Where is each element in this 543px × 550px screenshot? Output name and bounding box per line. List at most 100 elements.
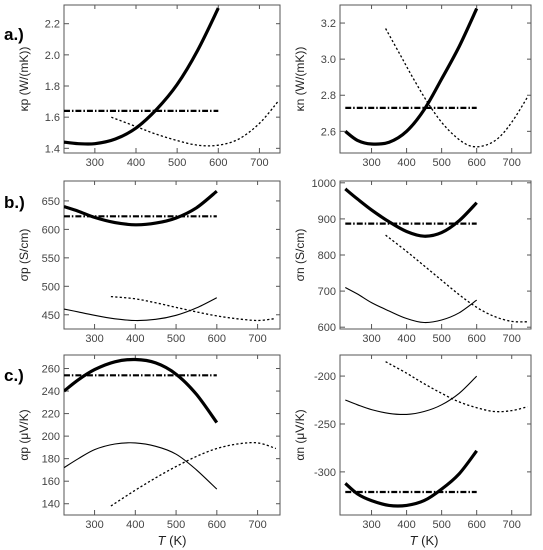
y-tick-label: 260 (42, 364, 60, 376)
plot-frame (63, 180, 281, 330)
y-tick-label: 600 (42, 224, 60, 236)
y-tick-label: 2.8 (321, 90, 336, 102)
y-tick-label: 2.2 (45, 19, 60, 31)
series-line-thin-dotted (385, 28, 529, 148)
y-axis-label: αn (μV/K) (293, 409, 307, 460)
y-tick-label: 600 (318, 322, 336, 334)
chart-kappa-n: 300 400 500 600 700 2.6 2.8 3.0 3.2 κn (W/(mK)) (293, 4, 532, 169)
series-line-thick (64, 357, 219, 424)
y-tick-label: 3.0 (321, 54, 336, 66)
series-line-thick (64, 7, 220, 146)
panel-label-b: b.) (4, 193, 25, 212)
svg-text:T (K): T (K) (410, 533, 439, 548)
y-tick-label: 2.6 (321, 126, 336, 138)
x-tick-label: 600 (467, 333, 485, 345)
y-tick-label: 2.0 (45, 50, 60, 62)
x-tick-label: 500 (432, 157, 450, 169)
x-tick-label: 500 (167, 519, 185, 531)
chart-sigma-p: 300 400 500 600 700 450 500 550 600 650 σp (S/cm) (17, 180, 281, 345)
plot-frame (63, 4, 281, 154)
panel-label-c: c.) (4, 366, 24, 385)
y-axis-label: κp (W/(mK)) (17, 47, 31, 112)
x-tick-label: 700 (503, 157, 521, 169)
series-line-thin (345, 287, 478, 324)
series-line-thin-dotted (385, 234, 528, 323)
series-line-thin (64, 442, 218, 490)
y-tick-label: 1.6 (45, 112, 60, 124)
x-tick-label: 400 (126, 333, 144, 345)
x-tick-label: 300 (362, 519, 380, 531)
x-tick-label: 500 (432, 333, 450, 345)
x-tick-label: 600 (208, 333, 226, 345)
x-tick-label: 300 (362, 333, 380, 345)
x-tick-label: 300 (362, 157, 380, 169)
x-tick-label: 700 (503, 519, 521, 531)
x-tick-label: 600 (467, 157, 485, 169)
x-tick-label: 600 (208, 519, 226, 531)
chart-kappa-p: 300 400 500 600 700 1.4 1.6 1.8 2.0 2.2 κp (W/(mK)… (17, 4, 281, 169)
y-axis-label: κn (W/(mK)) (293, 47, 307, 112)
x-tick-label: 600 (467, 519, 485, 531)
x-tick-label: 400 (397, 333, 415, 345)
series-line-thick (64, 189, 218, 227)
y-tick-label: 3.2 (321, 18, 336, 30)
x-tick-label: 700 (250, 157, 268, 169)
x-tick-label: 500 (168, 157, 186, 169)
y-tick-label: 180 (42, 454, 60, 466)
panel-label-a: a.) (4, 25, 24, 44)
y-tick-label: 650 (42, 196, 60, 208)
plot-frame (63, 354, 281, 516)
x-tick-label: 700 (248, 519, 266, 531)
plot-frame (339, 4, 532, 154)
x-tick-label: 400 (127, 157, 145, 169)
series-line-thin-dotted (110, 441, 277, 507)
x-tick-label: 700 (248, 333, 266, 345)
y-tick-label: -200 (314, 371, 336, 383)
series-line-thick (344, 187, 478, 238)
series-line-thin-dotted (385, 361, 528, 413)
y-axis-label: σn (S/cm) (293, 229, 307, 282)
y-tick-label: 1.8 (45, 81, 60, 93)
y-tick-label: 900 (318, 214, 336, 226)
x-tick-label: 300 (85, 333, 103, 345)
x-axis-title-right: T (K) (410, 533, 439, 548)
series-line-thick (344, 7, 479, 146)
y-tick-label: 1000 (312, 178, 336, 190)
y-tick-label: 140 (42, 499, 60, 511)
chart-alpha-n: 300 400 500 600 700 -300 -250 -200 αn (μV/K) (293, 354, 532, 531)
x-tick-label: 500 (167, 333, 185, 345)
y-tick-label: 240 (42, 386, 60, 398)
y-tick-label: -300 (314, 467, 336, 479)
x-tick-label: 300 (86, 157, 104, 169)
x-tick-label: 400 (397, 157, 415, 169)
y-tick-label: 200 (42, 431, 60, 443)
y-axis-label: αp (μV/K) (17, 409, 31, 460)
x-tick-label: 400 (397, 519, 415, 531)
y-tick-label: 160 (42, 476, 60, 488)
series-line-thin (64, 297, 218, 322)
y-tick-label: 220 (42, 409, 60, 421)
chart-sigma-n: 300 400 500 600 700 600 700 800 900 1000 σn (S/cm) (293, 178, 532, 345)
y-tick-label: -250 (314, 419, 336, 431)
chart-alpha-p: 300 400 500 600 700 140 160 180 200 220 240 260 αp (… (17, 354, 281, 531)
y-tick-label: 450 (42, 310, 60, 322)
y-tick-label: 800 (318, 250, 336, 262)
series-line-thick (344, 449, 478, 508)
y-tick-label: 500 (42, 281, 60, 293)
x-tick-label: 700 (503, 333, 521, 345)
x-tick-label: 500 (432, 519, 450, 531)
x-tick-label: 300 (85, 519, 103, 531)
x-axis-title-left: T (K) (158, 533, 187, 548)
series-line-thin-dotted (110, 295, 274, 322)
plot-frame (339, 180, 532, 330)
series-line-thin (345, 375, 478, 416)
y-axis-label: σp (S/cm) (17, 229, 31, 282)
svg-text:T (K): T (K) (158, 533, 187, 548)
plot-frame (339, 354, 532, 516)
x-tick-label: 600 (209, 157, 227, 169)
y-tick-label: 1.4 (45, 143, 60, 155)
y-tick-label: 700 (318, 286, 336, 298)
series-line-thin-dotted (111, 101, 279, 147)
y-tick-label: 550 (42, 253, 60, 265)
